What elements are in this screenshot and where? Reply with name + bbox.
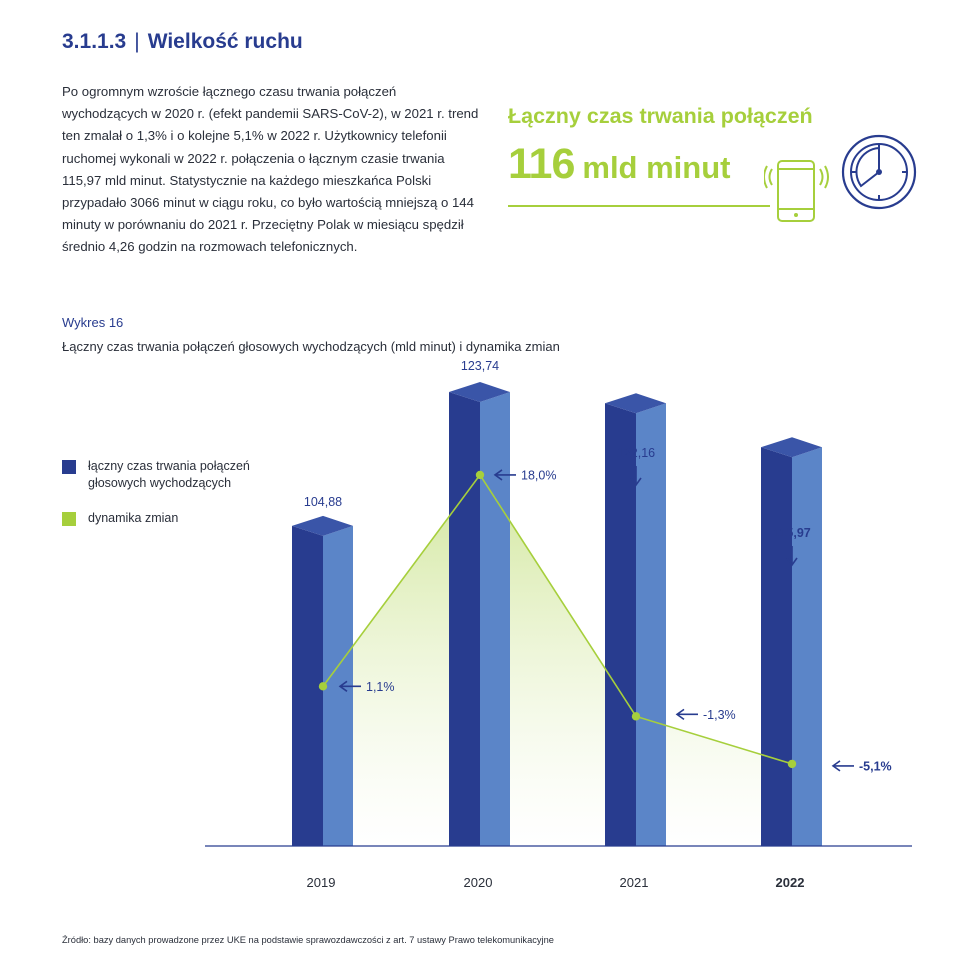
bar-top-2019: [292, 515, 353, 536]
dynamics-point-2021: [631, 712, 641, 721]
bar-2019: [292, 515, 353, 846]
bar-value-label-2021: 122,16: [617, 446, 655, 460]
bars-layer: [292, 382, 822, 846]
kpi-divider: [508, 205, 770, 207]
intro-paragraph: Po ogromnym wzroście łącznego czasu trwa…: [62, 81, 482, 259]
dynamics-label-2019: 1,1%: [366, 680, 395, 694]
x-tick-label-2022: 2022: [776, 875, 805, 890]
section-heading: 3.1.1.3 | Wielkość ruchu: [62, 30, 303, 54]
legend-swatch-dynamics: [62, 512, 76, 526]
dynamics-point-2020: [475, 470, 485, 480]
bar-top-2020: [449, 382, 510, 403]
clock-icon: [841, 134, 917, 210]
bar-value-arrowhead-2021: [630, 477, 642, 487]
dynamics-point-2022: [787, 759, 797, 769]
section-title: Wielkość ruchu: [147, 30, 303, 53]
bar-side-2020: [480, 392, 510, 846]
x-tick-label-2020: 2020: [464, 875, 493, 890]
bar-front-2020: [449, 392, 480, 846]
bar-value-label-2020: 123,74: [461, 359, 499, 373]
bar-side-2019: [323, 525, 353, 846]
bar-value-label-2022: 115,97: [773, 526, 811, 540]
kpi-label: Łączny czas trwania połączeń: [508, 104, 813, 128]
bar-side-2021: [636, 403, 666, 846]
kpi-number: 116: [508, 140, 575, 188]
bar-2022: [761, 437, 822, 846]
bar-front-2022: [761, 447, 792, 846]
dynamics-arrowhead-2019: [338, 680, 348, 692]
dynamics-label-2022: -5,1%: [859, 759, 892, 773]
bar-top-2021: [605, 393, 666, 414]
section-number: 3.1.1.3: [62, 30, 127, 53]
kpi-unit: mld minut: [582, 150, 731, 185]
bar-top-2022: [761, 437, 822, 458]
phone-icon: [764, 160, 829, 222]
dynamics-point-2019: [318, 682, 328, 691]
dynamics-label-2020: 18,0%: [521, 468, 556, 482]
intro-text: Po ogromnym wzroście łącznego czasu trwa…: [62, 84, 479, 255]
dynamics-area-layer: [323, 474, 792, 846]
bar-2020: [449, 382, 510, 846]
dynamics-arrowhead-2022: [831, 760, 841, 772]
legend-label-volume: łączny czas trwania połączeń głosowych w…: [88, 459, 250, 490]
figure-label: Wykres 16: [62, 315, 124, 330]
dynamics-arrowhead-2021: [675, 708, 685, 721]
legend-label-dynamics: dynamika zmian: [88, 511, 179, 525]
chart-legend: łączny czas trwania połączeń głosowych w…: [62, 458, 268, 545]
labels-layer: 104,88 123,74 122,16 115,97 1,1% 18,0% -1,3% -5…: [304, 359, 892, 890]
x-tick-label-2021: 2021: [620, 875, 649, 890]
dynamics-line-layer: [318, 470, 797, 769]
bar-front-2021: [605, 403, 636, 846]
legend-item-volume: łączny czas trwania połączeń głosowych w…: [62, 458, 268, 492]
bar-front-2019: [292, 525, 323, 846]
kpi-value: 116 mld minut: [508, 140, 730, 189]
dynamics-arrowhead-2020: [493, 469, 503, 481]
dynamics-line: [322, 473, 793, 765]
legend-item-dynamics: dynamika zmian: [62, 510, 268, 527]
bar-value-arrowhead-2022: [786, 557, 798, 567]
bar-value-label-2019: 104,88: [304, 495, 342, 509]
bar-side-2022: [792, 447, 822, 846]
legend-swatch-volume: [62, 460, 76, 474]
section-separator: |: [134, 30, 140, 53]
figure-title: Łączny czas trwania połączeń głosowych w…: [62, 339, 560, 354]
x-tick-label-2019: 2019: [307, 875, 336, 890]
source-note: Źródło: bazy danych prowadzone przez UKE…: [62, 935, 554, 945]
dynamics-area: [323, 474, 792, 846]
dynamics-label-2021: -1,3%: [703, 708, 736, 722]
bar-2021: [605, 393, 666, 846]
